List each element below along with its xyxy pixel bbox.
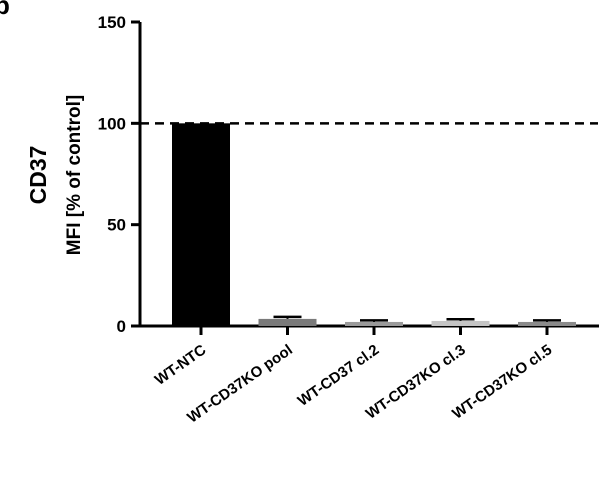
panel-letter: b <box>0 0 10 20</box>
bar <box>172 123 230 326</box>
y-tick-label: 100 <box>98 114 126 133</box>
y-axis: 0 50 100 150 <box>98 13 142 336</box>
bar <box>345 321 403 326</box>
y-tick-label: 0 <box>117 317 126 336</box>
x-category-label: WT-NTC <box>152 341 210 388</box>
bar <box>518 321 576 326</box>
y-tick-label: 50 <box>107 216 126 235</box>
y-tick-label: 150 <box>98 13 126 32</box>
bars <box>172 123 576 326</box>
x-axis <box>138 324 599 335</box>
y-axis-title-line1: CD37 <box>25 146 51 205</box>
bar <box>431 320 490 326</box>
bar <box>258 318 317 326</box>
x-category-label: WT-CD37 cl.2 <box>295 341 383 409</box>
y-axis-title-line2: MFI [% of control] <box>64 95 85 255</box>
